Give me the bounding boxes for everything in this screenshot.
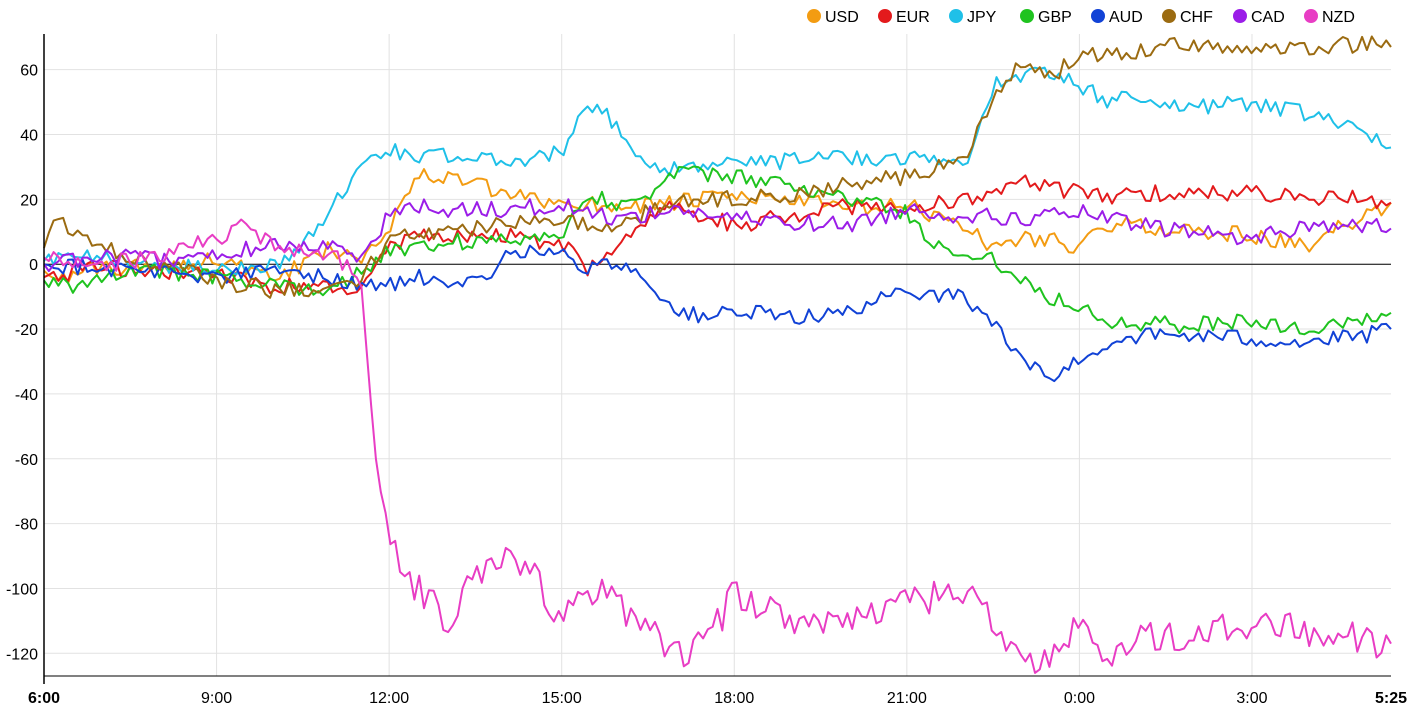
x-tick-label: 15:00 [542, 690, 582, 707]
x-tick-label: 18:00 [714, 690, 754, 707]
series-line-eur [43, 174, 1392, 296]
series-line-nzd [43, 218, 1392, 674]
legend-item-chf: CHF [1162, 9, 1213, 26]
y-tick-label: 40 [20, 128, 38, 145]
y-tick-label: -120 [6, 646, 38, 663]
legend-label: GBP [1038, 9, 1072, 26]
legend-marker [1304, 9, 1318, 23]
y-tick-label: 20 [20, 192, 38, 209]
legend-marker [807, 9, 821, 23]
x-tick-label: 0:00 [1064, 690, 1095, 707]
series-line-aud [43, 244, 1392, 383]
legend-label: JPY [967, 9, 997, 26]
legend-label: AUD [1109, 9, 1143, 26]
y-tick-label: 60 [20, 63, 38, 80]
legend-marker [878, 9, 892, 23]
legend-item-gbp: GBP [1020, 9, 1072, 26]
x-tick-label: 5:25 [1375, 690, 1407, 707]
y-tick-label: -40 [15, 387, 38, 404]
legend-item-nzd: NZD [1304, 9, 1355, 26]
legend: USD EUR JPY GBP AUD CHF CAD NZD [807, 9, 1355, 26]
x-tick-label: 9:00 [201, 690, 232, 707]
series-lines [43, 35, 1392, 674]
x-tick-label: 3:00 [1236, 690, 1267, 707]
legend-marker [1091, 9, 1105, 23]
legend-label: NZD [1322, 9, 1355, 26]
y-tick-label: 0 [29, 257, 38, 274]
series-line-jpy [43, 66, 1392, 276]
legend-marker [949, 9, 963, 23]
y-tick-label: -80 [15, 517, 38, 534]
legend-label: USD [825, 9, 859, 26]
legend-marker [1162, 9, 1176, 23]
series-line-chf [43, 35, 1392, 299]
legend-marker [1233, 9, 1247, 23]
axes: 60 40 20 0 -20 -40 -60 -80 -100 -120 6:00 9:00 12:00… [6, 34, 1407, 707]
x-tick-label: 6:00 [28, 690, 60, 707]
legend-item-cad: CAD [1233, 9, 1285, 26]
y-tick-label: -60 [15, 452, 38, 469]
x-tick-label: 12:00 [369, 690, 409, 707]
legend-label: EUR [896, 9, 930, 26]
legend-label: CAD [1251, 9, 1285, 26]
legend-label: CHF [1180, 9, 1213, 26]
y-tick-label: -20 [15, 322, 38, 339]
legend-item-eur: EUR [878, 9, 930, 26]
series-line-gbp [43, 165, 1392, 336]
legend-item-usd: USD [807, 9, 859, 26]
grid [44, 34, 1391, 676]
legend-item-aud: AUD [1091, 9, 1143, 26]
legend-marker [1020, 9, 1034, 23]
y-tick-label: -100 [6, 581, 38, 598]
series-line-cad [43, 198, 1392, 273]
x-tick-label: 21:00 [887, 690, 927, 707]
legend-item-jpy: JPY [949, 9, 997, 26]
